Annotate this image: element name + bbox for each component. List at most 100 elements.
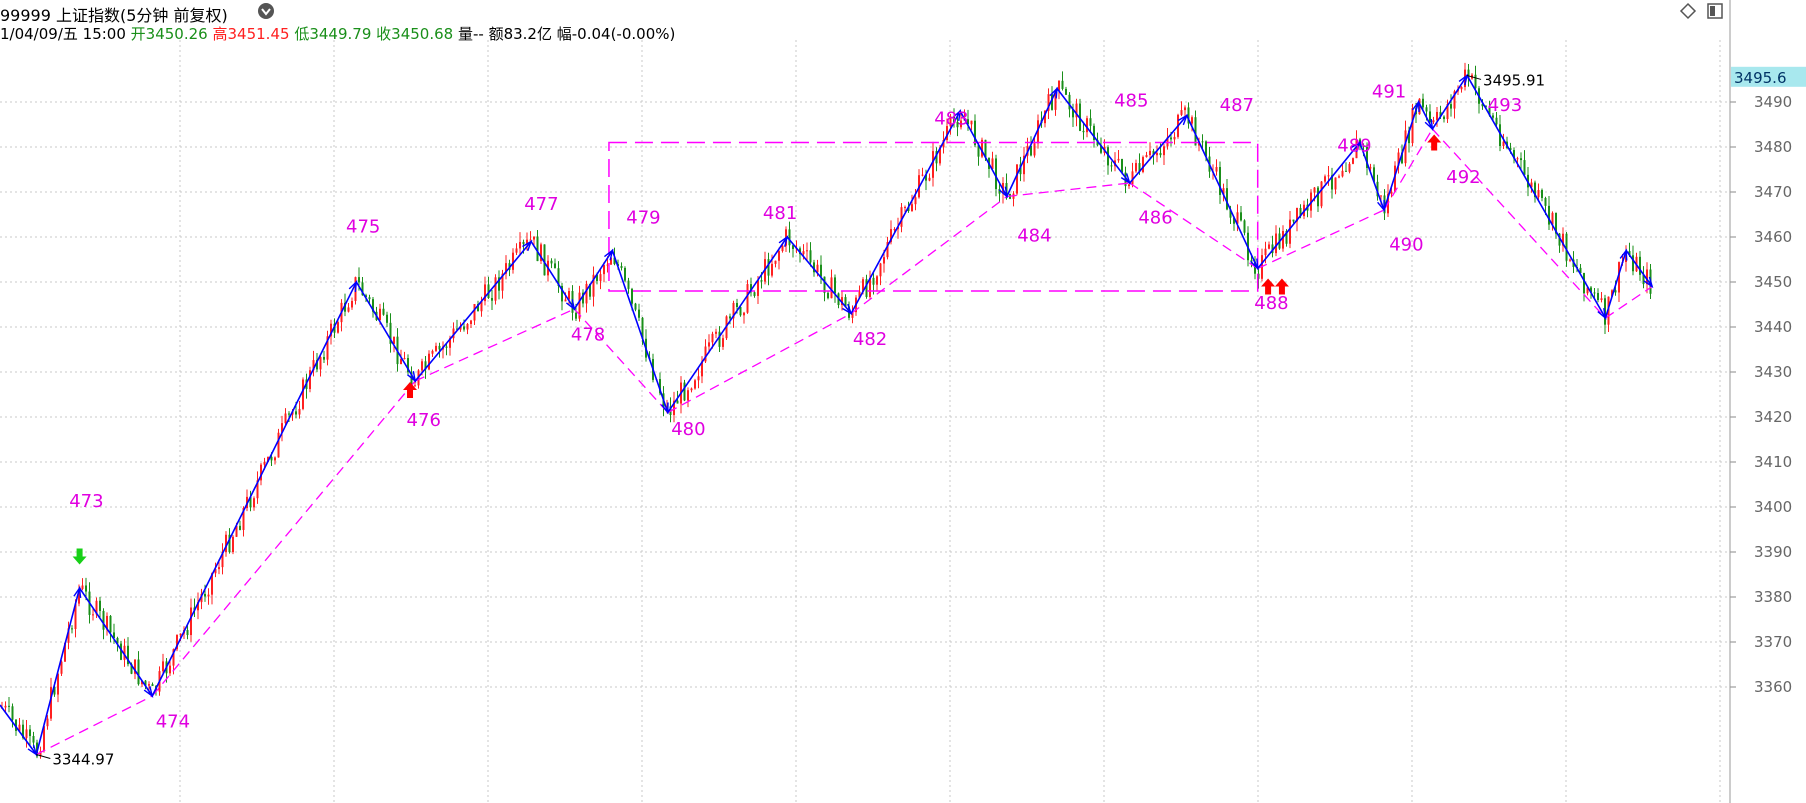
candle-body xyxy=(942,139,945,148)
candle-body xyxy=(141,680,143,685)
candle-body xyxy=(620,266,623,268)
candle-body xyxy=(393,336,395,344)
candle-body xyxy=(1058,80,1060,91)
candle-body xyxy=(1131,171,1134,185)
candle-body xyxy=(641,317,644,339)
candle-body xyxy=(1156,153,1158,156)
candle-body xyxy=(1390,191,1393,194)
candle-body xyxy=(1614,290,1617,293)
candle-body xyxy=(1075,103,1078,118)
candle-body xyxy=(1324,176,1326,182)
candle-body xyxy=(718,331,721,347)
candle-body xyxy=(1320,181,1323,207)
candle-body xyxy=(879,263,882,277)
candle-body xyxy=(1646,269,1648,285)
candle-body xyxy=(1229,209,1232,218)
dropdown-icon[interactable] xyxy=(258,3,274,19)
wave-label-473: 473 xyxy=(69,491,103,512)
candle-body xyxy=(995,158,997,190)
candle-body xyxy=(1257,273,1260,279)
buy-arrow-icon xyxy=(1427,134,1442,151)
candle-body xyxy=(1135,163,1137,172)
candle-body xyxy=(1296,207,1298,222)
wave-arrowhead xyxy=(1377,199,1385,212)
candle-body xyxy=(953,116,955,122)
candle-body xyxy=(1023,155,1025,175)
candle-body xyxy=(809,250,812,263)
candle-body xyxy=(102,610,105,630)
candle-body xyxy=(372,299,374,312)
low-value: 3449.79 xyxy=(309,25,372,43)
candle-body xyxy=(1201,141,1204,143)
candle-body xyxy=(1124,172,1127,187)
candle-body xyxy=(1138,163,1141,173)
candle-body xyxy=(29,729,31,737)
candle-body xyxy=(862,279,864,292)
wave-arrowhead xyxy=(565,299,576,311)
candle-body xyxy=(711,333,714,343)
panel-toggle-icon[interactable] xyxy=(1707,3,1723,19)
candle-body xyxy=(806,250,808,252)
wave-label-477: 477 xyxy=(524,194,558,215)
wave-arrowhead xyxy=(1597,308,1607,320)
candle-body xyxy=(1264,248,1267,256)
candle-body xyxy=(1460,87,1463,90)
close-value: 3450.68 xyxy=(391,25,454,43)
candle-body xyxy=(207,594,210,597)
wave-arrowhead xyxy=(1643,276,1654,289)
candle-body xyxy=(71,628,73,630)
candle-body xyxy=(869,277,871,297)
candle-body xyxy=(134,659,136,674)
candle-body xyxy=(92,614,94,616)
candle-body xyxy=(43,726,45,752)
candle-body xyxy=(501,273,504,291)
candle-body xyxy=(592,274,595,297)
candle-body xyxy=(1541,189,1543,198)
wave-arrowhead xyxy=(1177,113,1189,126)
candle-body xyxy=(893,229,896,231)
y-tick-label: 3450 xyxy=(1754,273,1792,291)
candle-body xyxy=(1401,152,1403,164)
candle-body xyxy=(351,300,353,308)
channel-line xyxy=(1257,209,1385,270)
candle-body xyxy=(599,274,602,281)
candle-body xyxy=(1492,115,1494,118)
candle-body xyxy=(1016,164,1018,194)
candle-body xyxy=(1268,244,1270,249)
candle-body xyxy=(1005,182,1008,194)
candle-body xyxy=(585,283,588,304)
candle-body xyxy=(1429,111,1431,123)
candle-body xyxy=(1439,111,1442,117)
y-tick-label: 3370 xyxy=(1754,633,1792,651)
high-value: 3451.45 xyxy=(227,25,290,43)
candle-body xyxy=(326,336,329,360)
candle-body xyxy=(130,664,133,674)
candle-body xyxy=(1443,116,1445,120)
candle-body xyxy=(550,260,553,264)
candle-body xyxy=(32,736,35,743)
candle-body xyxy=(57,673,59,695)
diamond-icon[interactable] xyxy=(1679,2,1697,20)
candle-body xyxy=(858,291,861,298)
candle-body xyxy=(515,248,518,253)
candle-body xyxy=(676,400,679,404)
wave-label-482: 482 xyxy=(853,329,887,350)
candle-body xyxy=(148,684,150,686)
channel-line xyxy=(1006,182,1130,198)
candle-body xyxy=(456,328,458,330)
wave-line xyxy=(0,73,1653,757)
candle-body xyxy=(928,177,931,181)
candle-body xyxy=(22,724,24,738)
candle-body xyxy=(295,411,297,415)
min-price-label-leader xyxy=(36,754,51,759)
candle-body xyxy=(1159,153,1162,156)
candle-body xyxy=(1394,165,1396,192)
candle-body xyxy=(1163,146,1165,156)
candle-body xyxy=(1093,125,1095,140)
candle-body xyxy=(267,456,269,462)
candle-body xyxy=(876,276,878,285)
candle-body xyxy=(1072,109,1074,118)
wave-arrowhead xyxy=(1250,258,1259,271)
candle-body xyxy=(1600,298,1603,301)
